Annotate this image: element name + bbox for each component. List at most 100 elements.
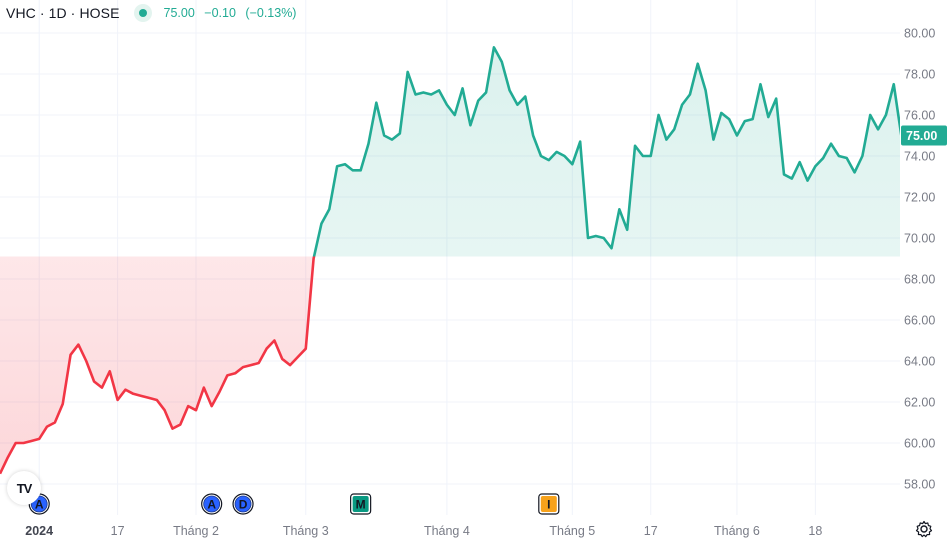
x-tick-label: Tháng 4	[424, 524, 470, 538]
data-point	[164, 409, 166, 411]
event-label: A	[35, 497, 44, 511]
data-point	[85, 360, 87, 362]
data-point	[532, 135, 534, 137]
data-point	[30, 440, 32, 442]
data-point	[603, 237, 605, 239]
data-point	[767, 116, 769, 118]
data-point	[642, 155, 644, 157]
data-point	[650, 155, 652, 157]
symbol-title[interactable]: VHC · 1D · HOSE	[6, 5, 120, 21]
data-point	[297, 356, 299, 358]
x-tick-label: Tháng 6	[714, 524, 760, 538]
data-point	[328, 208, 330, 210]
data-point	[861, 155, 863, 157]
data-point	[344, 163, 346, 165]
settings-gear-icon[interactable]	[915, 520, 933, 538]
price-line-up	[312, 46, 900, 257]
price-axis[interactable]: 58.00 60.00 62.00 64.00 66.00 68.00 70.00 72.00…	[904, 27, 935, 492]
data-point	[234, 372, 236, 374]
data-point	[563, 155, 565, 157]
data-point	[38, 438, 40, 440]
data-point	[289, 364, 291, 366]
x-tick-label: 18	[808, 524, 822, 538]
data-point	[313, 258, 315, 260]
data-point	[391, 139, 393, 141]
data-point	[46, 426, 48, 428]
data-point	[791, 178, 793, 180]
data-point	[446, 104, 448, 106]
data-point	[54, 422, 56, 424]
data-point	[759, 83, 761, 85]
area-fill-below-baseline	[0, 256, 900, 474]
data-point	[281, 358, 283, 360]
chart-legend[interactable]: VHC · 1D · HOSE 75.00 −0.10 (−0.13%)	[6, 4, 302, 22]
last-price-tag-label: 75.00	[906, 129, 937, 143]
tradingview-logo-icon[interactable]: TV	[7, 471, 41, 505]
data-point	[869, 114, 871, 116]
market-status-icon[interactable]	[133, 4, 152, 22]
data-point	[854, 171, 856, 173]
data-point	[117, 399, 119, 401]
data-point	[101, 387, 103, 389]
data-point	[814, 165, 816, 167]
data-point	[219, 391, 221, 393]
data-point	[822, 157, 824, 159]
area-fill-above-baseline	[0, 47, 900, 257]
y-tick-label: 80.00	[904, 27, 935, 41]
y-tick-label: 72.00	[904, 191, 935, 205]
data-point	[689, 94, 691, 96]
data-point	[195, 409, 197, 411]
data-point	[838, 155, 840, 157]
data-point	[62, 403, 64, 405]
data-point	[587, 237, 589, 239]
data-point	[226, 374, 228, 376]
data-point	[266, 348, 268, 350]
data-point	[407, 71, 409, 73]
data-point	[383, 135, 385, 137]
data-point	[516, 104, 518, 106]
data-point	[462, 87, 464, 89]
data-point	[109, 370, 111, 372]
data-point	[148, 397, 150, 399]
y-tick-label: 64.00	[904, 355, 935, 369]
data-point	[305, 348, 307, 350]
data-point	[493, 46, 495, 48]
data-point	[211, 405, 213, 407]
data-point	[634, 145, 636, 147]
data-point	[399, 132, 401, 134]
data-point	[171, 428, 173, 430]
data-point	[179, 424, 181, 426]
x-tick-label: Tháng 5	[549, 524, 595, 538]
data-point	[736, 135, 738, 137]
data-point	[540, 155, 542, 157]
time-axis[interactable]: 2024 17 Tháng 2 Tháng 3 Tháng 4 Tháng 5 17 Thán…	[25, 524, 822, 538]
data-point	[454, 114, 456, 116]
event-marker-dividend: D	[232, 493, 254, 515]
data-point	[367, 143, 369, 145]
x-tick-label: Tháng 3	[283, 524, 329, 538]
last-price-tag	[901, 125, 947, 146]
data-point	[611, 247, 613, 249]
data-point	[799, 161, 801, 163]
y-tick-label: 60.00	[904, 437, 935, 451]
last-price-marker: 75.00	[901, 125, 947, 146]
data-point	[485, 91, 487, 93]
data-point	[595, 235, 597, 237]
data-point	[783, 173, 785, 175]
data-point	[242, 366, 244, 368]
data-point	[571, 163, 573, 165]
data-point	[352, 169, 354, 171]
y-tick-label: 76.00	[904, 109, 935, 123]
data-point	[7, 456, 9, 458]
price-change: −0.10	[204, 6, 236, 20]
data-point	[336, 165, 338, 167]
data-point	[618, 208, 620, 210]
price-change-percent: (−0.13%)	[245, 6, 297, 20]
data-point	[807, 180, 809, 182]
event-marker-info: I	[538, 493, 560, 515]
data-point	[885, 114, 887, 116]
data-point	[132, 393, 134, 395]
data-point	[720, 112, 722, 114]
